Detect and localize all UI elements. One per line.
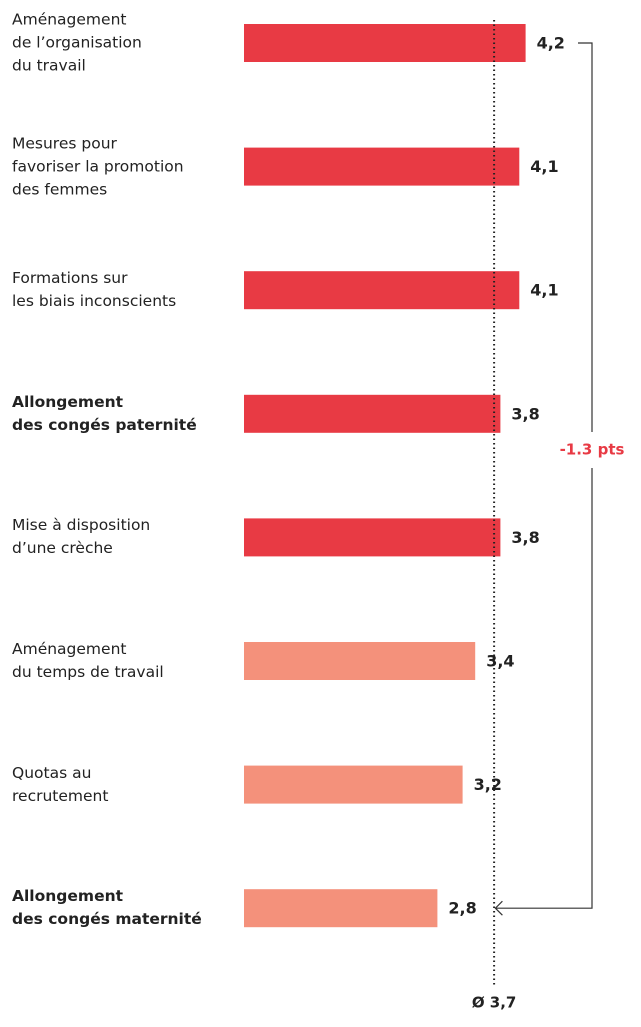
bar [244,24,526,62]
value-label: 3,8 [511,404,539,423]
value-label: 4,2 [537,34,565,53]
category-label: Allongement des congés maternité [12,887,202,929]
bar [244,147,520,186]
bar [244,271,520,310]
category-label: Aménagement du temps de travail [12,640,164,681]
category-label: Mesures pour favoriser la promotion des … [12,134,184,199]
value-label: 4,1 [530,281,558,300]
value-label: 4,1 [530,157,558,176]
bar [244,394,501,433]
category-label: Mise à disposition d’une crèche [12,516,151,558]
value-label: 3,4 [486,652,514,671]
category-label: Formations sur les biais inconscients [12,269,177,311]
category-label: Quotas au recrutement [12,763,109,805]
value-label: 3,2 [474,775,502,794]
value-label: 3,8 [511,528,539,547]
bracket [495,42,593,909]
bar [244,642,476,680]
arrowhead [494,900,503,916]
average-label: Ø 3,7 [472,994,517,1012]
category-label: Aménagement de l’organisation du travail [12,10,142,75]
annotation: -1.3 pts [560,441,625,459]
value-label: 2,8 [448,899,476,918]
category-label: Allongement des congés paternité [12,392,197,434]
bar [244,889,438,928]
bar [244,765,463,804]
bar [244,518,501,557]
